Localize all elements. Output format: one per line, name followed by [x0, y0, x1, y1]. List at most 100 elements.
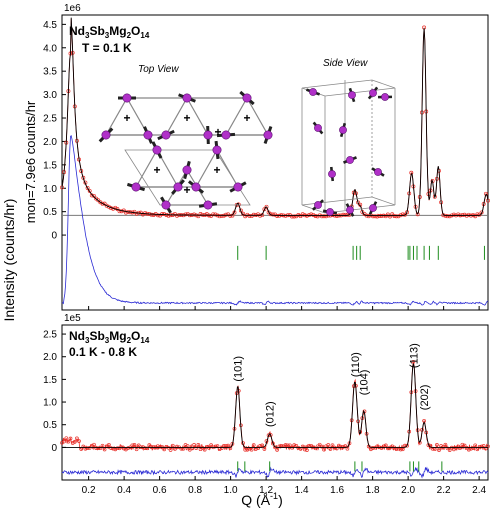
x-tick-label: 1.4 [295, 485, 309, 496]
observed-point [64, 436, 69, 441]
observed-point [151, 444, 156, 449]
observed-point [183, 212, 188, 217]
observed-point [132, 443, 137, 447]
observed-point [402, 212, 407, 217]
observed-point [211, 212, 216, 217]
observed-point [109, 446, 113, 450]
side-view-cell [301, 79, 396, 214]
x-tick-label: 1.6 [330, 485, 344, 496]
observed-point [375, 214, 380, 219]
observed-point [96, 198, 101, 203]
observed-point [322, 447, 326, 452]
observed-point [396, 214, 401, 219]
nd-atom [182, 93, 192, 103]
nd-atom [374, 168, 382, 176]
observed-point [322, 214, 326, 219]
observed-point [162, 212, 167, 217]
nd-atom [203, 200, 213, 210]
plus-mark: + [123, 111, 130, 125]
nd-atom [314, 201, 322, 209]
observed-point [75, 436, 79, 441]
observed-point [219, 446, 224, 450]
observed-point [415, 212, 420, 217]
plus-mark: + [153, 163, 160, 177]
observed-point [445, 214, 450, 219]
observed-point [62, 439, 66, 444]
bottom-temperature: 0.1 K - 0.8 K [69, 345, 137, 359]
y-tick-label: 1.5 [43, 375, 57, 386]
observed-point [102, 447, 107, 452]
observed-point [341, 444, 346, 449]
side-view-label: Side View [323, 58, 368, 69]
observed-point [192, 443, 196, 447]
nd-atom [339, 126, 347, 134]
observed-point [228, 213, 233, 218]
observed-point [288, 443, 292, 448]
observed-point [326, 443, 331, 447]
y-tick-label: 0 [51, 231, 57, 242]
peak-label: (110) [350, 352, 362, 377]
x-tick-label: 2.2 [437, 485, 451, 496]
nd-atom [191, 182, 201, 192]
observed-point [207, 446, 211, 450]
observed-point [334, 214, 339, 218]
y-tick-label: 2.5 [43, 114, 57, 125]
observed-point [256, 446, 260, 451]
observed-point [466, 212, 471, 217]
observed-point [87, 188, 92, 193]
observed-point [98, 446, 103, 451]
observed-point [371, 446, 375, 450]
nd-atom [161, 130, 171, 140]
y-tick-label: 1.5 [43, 160, 57, 171]
top-scale-label: 1e6 [64, 3, 81, 14]
observed-point [443, 442, 448, 447]
observed-point [145, 446, 150, 451]
observed-point [385, 212, 390, 217]
nd-atom [369, 204, 377, 212]
nd-atom [346, 156, 354, 164]
observed-point [104, 203, 109, 208]
y-tick-label: 4.5 [43, 20, 57, 31]
plus-mark: + [214, 125, 221, 139]
observed-point [445, 446, 450, 451]
side-view-atoms [305, 86, 393, 217]
nd-atom [348, 91, 356, 99]
observed-point [151, 213, 156, 217]
observed-point [200, 446, 205, 450]
nd-atom [122, 93, 132, 103]
observed-point [166, 213, 171, 218]
observed-point [341, 212, 346, 217]
observed-point [275, 214, 280, 218]
observed-point [100, 201, 105, 206]
observed-point [134, 211, 139, 216]
observed-point [249, 447, 254, 452]
observed-point [313, 446, 318, 451]
top-data [60, 17, 490, 306]
nd-atom [369, 89, 377, 97]
nd-atom [328, 170, 336, 178]
observed-point [262, 447, 267, 451]
nd-atom [346, 206, 354, 214]
observed-point [143, 210, 148, 215]
observed-point [138, 210, 143, 215]
observed-point [168, 448, 173, 452]
observed-point [377, 214, 382, 218]
observed-point [456, 212, 461, 217]
x-tick-label: 0.4 [117, 485, 131, 496]
peak-label: (202) [419, 385, 431, 411]
observed-point [309, 212, 314, 217]
observed-point [117, 446, 122, 451]
observed-point [302, 447, 307, 452]
observed-point [132, 209, 137, 214]
observed-point [292, 214, 297, 219]
observed-point [386, 446, 390, 451]
nd-atom [212, 145, 222, 155]
observed-point [196, 443, 201, 447]
observed-point [373, 214, 378, 219]
nd-atom [161, 200, 171, 210]
kagome-lattice: + + + + + + + [98, 90, 273, 214]
observed-point [315, 214, 320, 219]
observed-point [192, 212, 197, 217]
peak-label: (113) [408, 343, 420, 368]
x-tick-label: 2.0 [401, 485, 415, 496]
